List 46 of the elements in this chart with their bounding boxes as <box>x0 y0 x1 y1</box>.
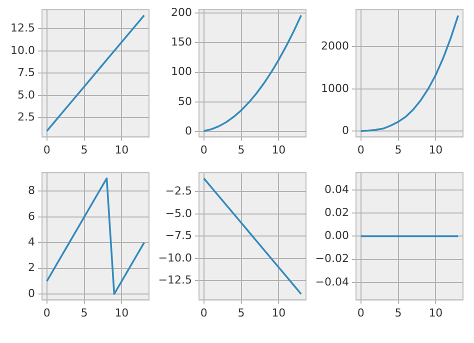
x-tick-label: 5 <box>394 143 402 156</box>
x-tick-label: 10 <box>114 143 129 156</box>
y-tick-label: 8 <box>28 184 35 198</box>
y-tick-label: 2 <box>28 261 35 274</box>
x-tick-label: 0 <box>200 306 208 320</box>
y-tick-label: 0.04 <box>324 182 349 196</box>
y-tick-label: 7.5 <box>18 66 35 80</box>
y-tick-label: 200 <box>171 6 192 19</box>
y-tick-label: 50 <box>178 94 192 108</box>
y-tick-label: 6 <box>28 210 35 223</box>
y-tick-label: 5.0 <box>18 88 35 102</box>
y-tick-label: 1000 <box>321 82 349 95</box>
x-tick-label: 5 <box>238 306 245 320</box>
y-tick-label: 0 <box>185 124 192 138</box>
x-tick-label: 0 <box>357 143 364 156</box>
y-tick-label: 0.02 <box>324 206 349 219</box>
x-tick-label: 10 <box>272 306 286 320</box>
y-tick-label: −2.5 <box>165 184 192 198</box>
x-tick-label: 0 <box>43 143 50 156</box>
x-tick-label: 10 <box>114 306 129 320</box>
y-tick-label: 2000 <box>321 40 349 53</box>
x-tick-label: 0 <box>357 306 364 320</box>
y-tick-label: 150 <box>171 36 192 49</box>
y-tick-label: −7.5 <box>165 229 192 242</box>
x-tick-label: 10 <box>272 143 286 156</box>
x-tick-label: 0 <box>200 143 208 156</box>
x-tick-label: 10 <box>428 306 443 320</box>
y-tick-label: 0 <box>28 286 35 300</box>
y-tick-label: −0.02 <box>315 252 349 266</box>
x-tick-label: 5 <box>238 143 245 156</box>
y-tick-label: 10.0 <box>10 44 35 57</box>
x-tick-label: 0 <box>43 306 50 320</box>
y-tick-label: −12.5 <box>158 274 192 287</box>
y-tick-label: 100 <box>171 65 192 78</box>
y-tick-label: −0.04 <box>315 275 349 288</box>
y-tick-label: 0 <box>342 124 349 137</box>
y-tick-label: 0.00 <box>324 229 349 242</box>
y-tick-label: −5.0 <box>165 206 192 220</box>
y-tick-label: 12.5 <box>10 22 35 35</box>
y-tick-label: −10.0 <box>158 251 192 264</box>
x-tick-label: 5 <box>80 143 88 156</box>
y-tick-label: 2.5 <box>18 110 35 124</box>
y-tick-label: 4 <box>28 235 35 248</box>
x-tick-label: 5 <box>394 306 402 320</box>
x-tick-label: 10 <box>428 143 443 156</box>
x-tick-label: 5 <box>80 306 88 320</box>
